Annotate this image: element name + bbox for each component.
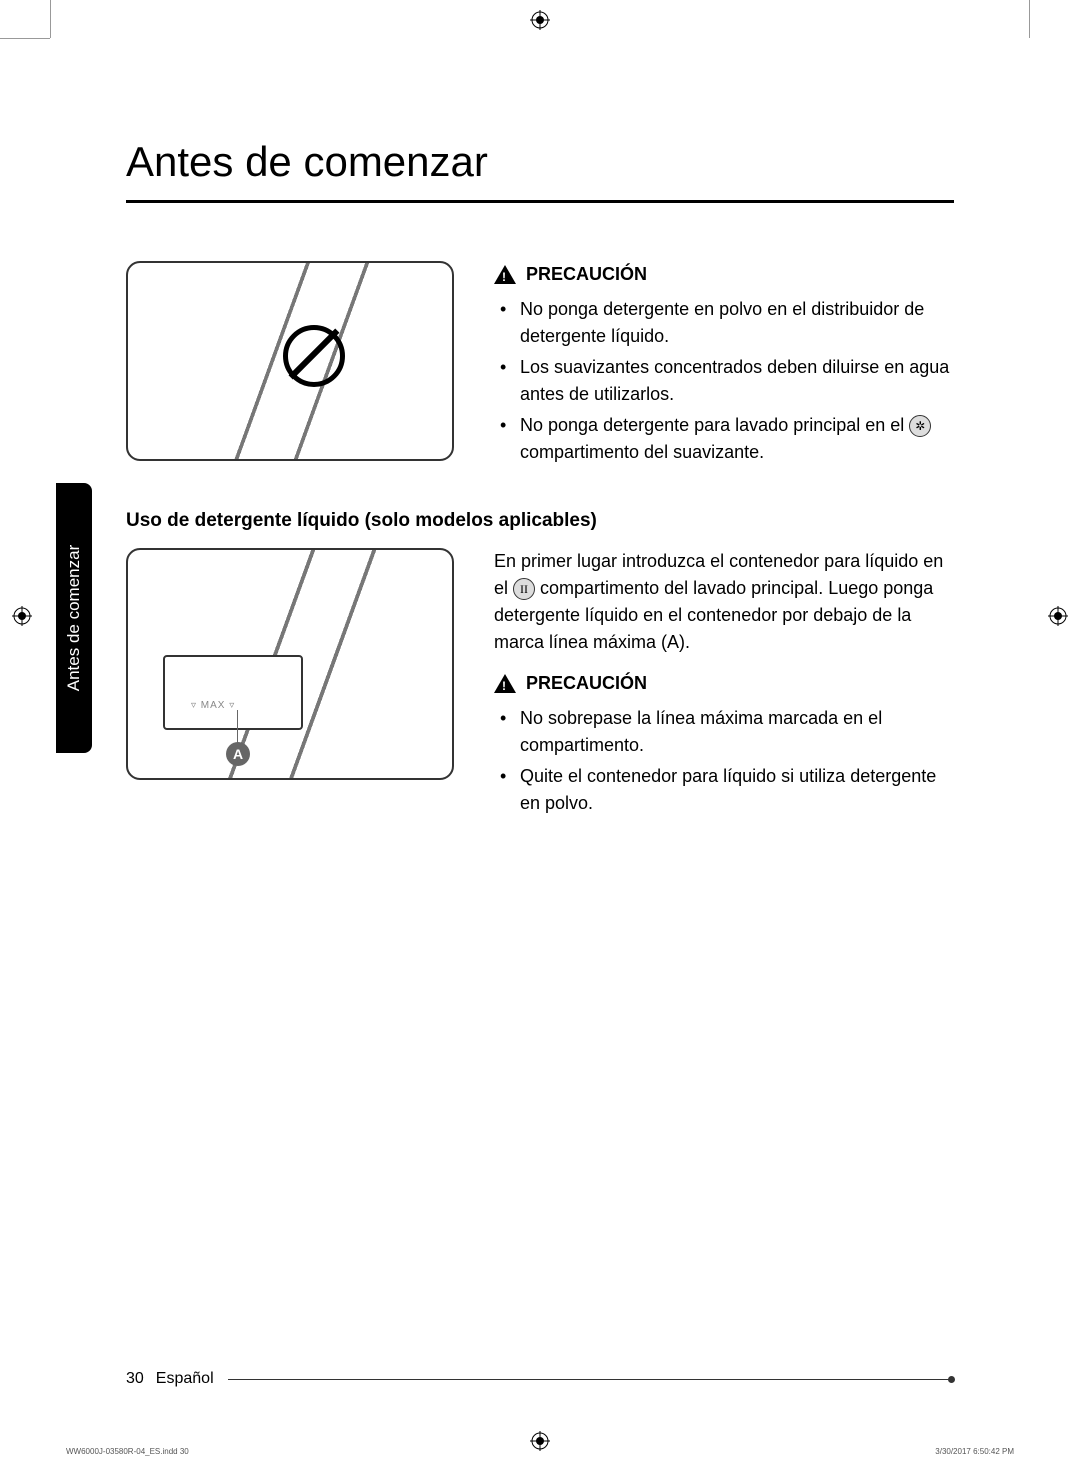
registration-mark [530,10,550,30]
crop-mark [50,0,51,38]
caution-list: No ponga detergente en polvo en el distr… [494,296,954,466]
crop-mark [1029,0,1030,38]
section-row-1: PRECAUCIÓN No ponga detergente en polvo … [126,261,954,470]
side-tab-label: Antes de comenzar [64,545,84,691]
list-item: Los suavizantes concentrados deben dilui… [494,354,954,408]
list-item: No sobrepase la línea máxima marcada en … [494,705,954,759]
callout-label-a: A [226,742,250,766]
paragraph: En primer lugar introduzca el contenedor… [494,548,954,656]
warning-icon [494,674,516,693]
caution-label: PRECAUCIÓN [526,670,647,697]
print-file: WW6000J-03580R-04_ES.indd 30 [66,1447,189,1456]
text-column-2: En primer lugar introduzca el contenedor… [494,548,954,821]
caution-label: PRECAUCIÓN [526,261,647,288]
max-line-label: ▿ MAX ▿ [191,700,235,711]
page-title: Antes de comenzar [126,138,954,186]
callout-line [237,710,238,744]
registration-mark [1048,606,1068,626]
footer-rule [228,1379,954,1380]
caution-header: PRECAUCIÓN [494,261,954,288]
caution-list: No sobrepase la línea máxima marcada en … [494,705,954,817]
page-number: 30 [126,1370,144,1388]
compartment-ii-icon: II [513,578,535,600]
warning-icon [494,265,516,284]
crop-mark [0,38,50,39]
section-row-2: ▿ MAX ▿ A En primer lugar introduzca el … [126,548,954,821]
liquid-container [163,655,303,730]
print-metadata: WW6000J-03580R-04_ES.indd 30 3/30/2017 6… [66,1447,1014,1456]
content-area: Antes de comenzar PRECAUCIÓN No ponga de… [56,38,1024,821]
side-tab: Antes de comenzar [56,483,92,753]
caution-block-1: PRECAUCIÓN No ponga detergente en polvo … [494,261,954,470]
list-item: No ponga detergente en polvo en el distr… [494,296,954,350]
subheading: Uso de detergente líquido (solo modelos … [126,510,954,532]
softener-icon: ✲ [909,415,931,437]
illustration-liquid-detergent: ▿ MAX ▿ A [126,548,454,780]
caution-header: PRECAUCIÓN [494,670,954,697]
page-footer: 30 Español [126,1370,954,1388]
footer-language: Español [156,1370,214,1388]
page: Antes de comenzar Antes de comenzar PREC… [56,38,1024,1416]
list-item: No ponga detergente para lavado principa… [494,412,954,466]
print-timestamp: 3/30/2017 6:50:42 PM [935,1447,1014,1456]
title-rule [126,200,954,203]
list-item: Quite el contenedor para líquido si util… [494,763,954,817]
registration-mark [12,606,32,626]
illustration-no-powder [126,261,454,461]
